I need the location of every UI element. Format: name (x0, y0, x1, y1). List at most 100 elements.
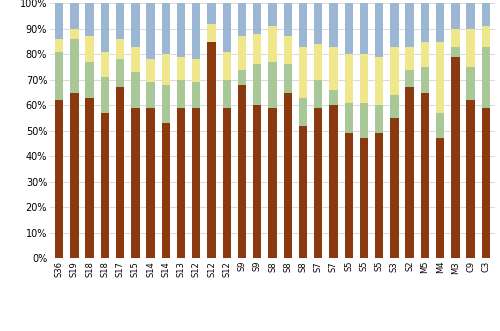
Bar (208, 42, 216, 258)
Bar (482, 108, 490, 258)
Bar (116, 3, 124, 39)
Bar (436, 138, 444, 258)
Bar (420, 3, 429, 42)
Bar (375, 105, 384, 133)
Bar (451, 57, 460, 258)
Bar (253, 34, 262, 65)
Bar (406, 3, 414, 47)
Bar (406, 47, 414, 70)
Bar (70, 3, 78, 29)
Bar (330, 105, 338, 258)
Bar (177, 108, 186, 258)
Bar (284, 92, 292, 258)
Bar (100, 77, 109, 113)
Bar (162, 54, 170, 85)
Bar (268, 62, 276, 108)
Bar (406, 70, 414, 87)
Bar (436, 42, 444, 113)
Bar (116, 87, 124, 258)
Bar (146, 3, 155, 59)
Bar (131, 72, 140, 108)
Bar (131, 3, 140, 47)
Bar (482, 3, 490, 26)
Bar (299, 3, 307, 47)
Bar (86, 3, 94, 36)
Bar (284, 65, 292, 92)
Bar (100, 3, 109, 52)
Bar (375, 3, 384, 57)
Bar (222, 3, 231, 52)
Bar (177, 80, 186, 108)
Bar (253, 65, 262, 105)
Bar (208, 3, 216, 24)
Bar (314, 108, 322, 258)
Bar (238, 36, 246, 70)
Bar (177, 57, 186, 80)
Bar (436, 3, 444, 42)
Bar (222, 80, 231, 108)
Bar (86, 36, 94, 62)
Bar (55, 100, 64, 258)
Bar (330, 90, 338, 105)
Bar (314, 80, 322, 108)
Bar (253, 105, 262, 258)
Bar (466, 3, 475, 29)
Bar (177, 3, 186, 57)
Bar (146, 82, 155, 108)
Bar (238, 70, 246, 85)
Bar (55, 52, 64, 100)
Bar (238, 3, 246, 36)
Bar (100, 52, 109, 77)
Bar (344, 133, 353, 258)
Bar (253, 3, 262, 34)
Bar (116, 39, 124, 59)
Bar (222, 108, 231, 258)
Bar (344, 54, 353, 103)
Bar (192, 59, 200, 82)
Bar (86, 62, 94, 98)
Bar (131, 108, 140, 258)
Bar (344, 3, 353, 54)
Bar (436, 113, 444, 138)
Bar (406, 87, 414, 258)
Bar (330, 47, 338, 90)
Bar (146, 108, 155, 258)
Bar (420, 92, 429, 258)
Bar (360, 54, 368, 103)
Bar (192, 82, 200, 108)
Bar (146, 59, 155, 82)
Bar (284, 3, 292, 36)
Bar (131, 47, 140, 72)
Bar (482, 47, 490, 108)
Bar (100, 113, 109, 258)
Bar (299, 98, 307, 126)
Bar (360, 3, 368, 54)
Bar (86, 98, 94, 258)
Bar (330, 3, 338, 47)
Bar (314, 3, 322, 44)
Bar (268, 108, 276, 258)
Bar (162, 123, 170, 258)
Bar (451, 47, 460, 57)
Bar (192, 108, 200, 258)
Bar (390, 3, 398, 47)
Bar (238, 85, 246, 258)
Bar (390, 95, 398, 118)
Bar (420, 42, 429, 67)
Bar (375, 57, 384, 105)
Bar (466, 67, 475, 100)
Bar (451, 3, 460, 29)
Bar (70, 39, 78, 92)
Bar (299, 47, 307, 98)
Bar (284, 36, 292, 65)
Bar (482, 26, 490, 47)
Bar (344, 103, 353, 133)
Bar (162, 3, 170, 54)
Bar (162, 85, 170, 123)
Bar (314, 44, 322, 80)
Bar (390, 47, 398, 95)
Bar (70, 29, 78, 39)
Bar (390, 118, 398, 258)
Bar (360, 103, 368, 138)
Bar (192, 3, 200, 59)
